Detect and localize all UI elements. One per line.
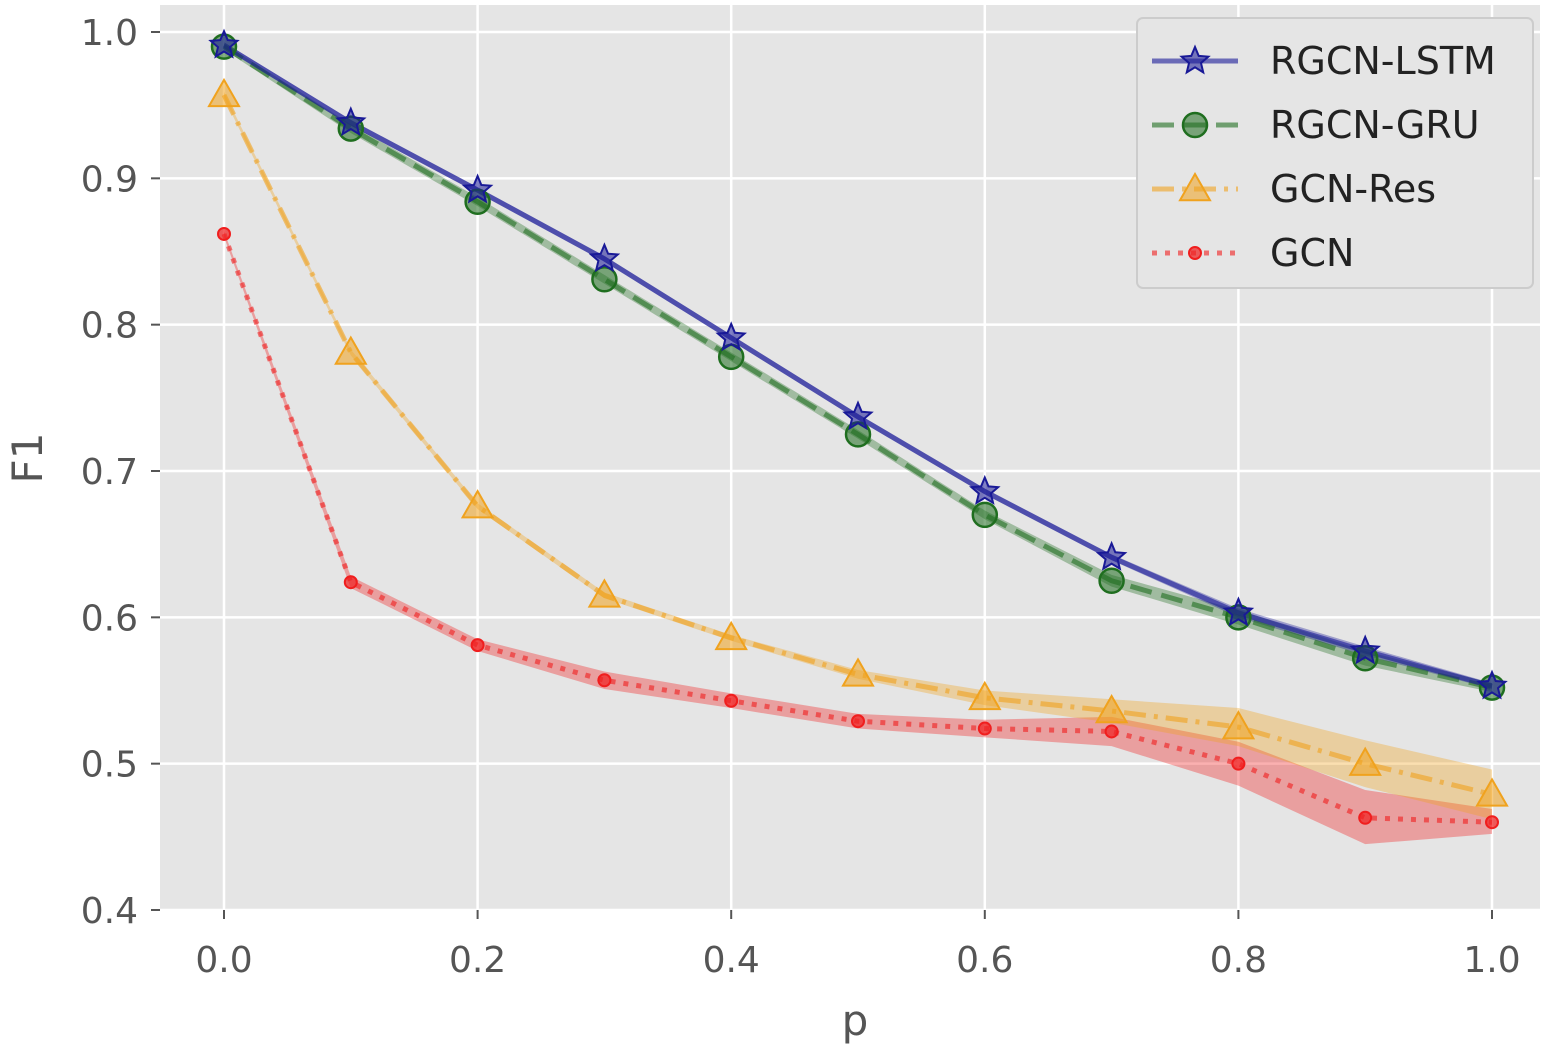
legend-box <box>1136 17 1534 289</box>
point-rgcn-lstm <box>1095 540 1128 571</box>
point-gcn-res <box>714 620 748 651</box>
y-tick-label: 0.5 <box>81 745 138 786</box>
point-gcn <box>217 226 231 241</box>
point-gcn-res <box>460 489 495 519</box>
point-gcn <box>977 721 992 736</box>
legend-label-gcn: GCN <box>1270 231 1354 275</box>
x-axis-ticks: 0.0 0.2 0.4 0.6 0.8 1.0 <box>195 910 1521 981</box>
legend-label-rgcn-gru: RGCN-GRU <box>1270 103 1480 147</box>
point-gcn-res <box>1094 693 1129 724</box>
point-gcn <box>724 693 739 708</box>
point-rgcn-lstm <box>335 106 367 137</box>
point-gcn <box>597 673 612 688</box>
point-gcn <box>343 575 358 590</box>
point-rgcn-lstm <box>461 173 494 204</box>
legend-marker-gcn <box>1188 246 1202 260</box>
point-gcn <box>1104 724 1119 739</box>
legend-label-rgcn-lstm: RGCN-LSTM <box>1270 39 1496 83</box>
line-gcn-res <box>221 93 1493 797</box>
point-rgcn-lstm <box>208 28 240 59</box>
legend-marker-rgcn-lstm <box>1179 44 1211 75</box>
y-tick-label: 0.8 <box>81 306 138 347</box>
point-gcn <box>1358 810 1373 825</box>
grid-lines <box>160 5 1540 912</box>
point-gcn <box>1231 756 1246 771</box>
x-tick-label: 1.0 <box>1463 940 1520 981</box>
point-rgcn-lstm <box>1476 669 1508 700</box>
point-gcn-res <box>207 77 241 108</box>
point-rgcn-lstm <box>588 242 621 273</box>
point-rgcn-gru <box>971 501 999 529</box>
point-rgcn-lstm <box>1222 596 1255 627</box>
y-tick-label: 0.4 <box>81 891 138 932</box>
legend: RGCN-LSTM RGCN-GRU GCN-Res GCN <box>1136 17 1534 289</box>
y-tick-label: 0.7 <box>81 452 138 493</box>
point-gcn <box>1485 815 1499 830</box>
x-axis-label: p <box>842 996 869 1045</box>
y-tick-label: 0.9 <box>81 159 138 200</box>
point-gcn-res <box>1221 710 1256 740</box>
point-gcn <box>851 714 865 729</box>
point-gcn-res <box>1348 746 1382 776</box>
legend-label-gcn-res: GCN-Res <box>1270 167 1436 211</box>
y-axis-ticks: 0.4 0.5 0.6 0.7 0.8 0.9 1.0 <box>81 13 160 932</box>
point-rgcn-lstm <box>842 400 874 431</box>
y-tick-label: 1.0 <box>81 13 138 54</box>
point-rgcn-lstm <box>1349 634 1381 665</box>
x-tick-label: 0.6 <box>956 940 1013 981</box>
x-tick-label: 0.0 <box>195 940 252 981</box>
series-markers <box>207 28 1509 830</box>
point-gcn-res <box>841 657 875 687</box>
legend-marker-rgcn-gru <box>1181 111 1209 139</box>
point-gcn-res <box>968 680 1002 711</box>
point-gcn <box>470 638 485 653</box>
x-tick-label: 0.8 <box>1210 940 1267 981</box>
point-gcn-res <box>587 578 622 608</box>
point-rgcn-lstm <box>969 474 1001 505</box>
point-rgcn-gru <box>1098 567 1125 594</box>
x-tick-label: 0.4 <box>703 940 760 981</box>
point-rgcn-gru <box>591 266 618 293</box>
point-gcn-res <box>1475 777 1509 807</box>
point-rgcn-lstm <box>715 321 747 352</box>
y-axis-label: F1 <box>3 433 52 484</box>
y-tick-label: 0.6 <box>81 598 138 639</box>
point-gcn-res <box>334 335 368 365</box>
legend-marker-gcn-res <box>1178 171 1212 202</box>
x-tick-label: 0.2 <box>449 940 506 981</box>
